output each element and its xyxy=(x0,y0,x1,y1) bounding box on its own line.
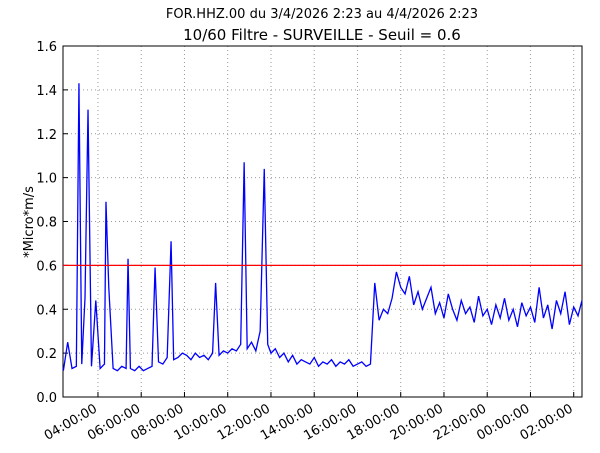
y-tick-label: 0.6 xyxy=(36,259,57,274)
y-tick-label: 0.8 xyxy=(36,216,57,231)
y-tick-label: 1.2 xyxy=(36,128,57,143)
data-line xyxy=(62,83,583,372)
chart-title: FOR.HHZ.00 du 3/4/2026 2:23 au 4/4/2026 … xyxy=(166,7,478,22)
y-tick-label: 1.4 xyxy=(36,84,57,99)
y-axis-label: *Micro*m/s xyxy=(22,186,37,258)
y-tick-label: 0.0 xyxy=(36,391,57,406)
y-tick-label: 0.2 xyxy=(36,347,57,362)
plot-frame xyxy=(62,45,583,398)
y-tick-label: 0.4 xyxy=(36,303,57,318)
y-tick-label: 1.6 xyxy=(36,40,57,55)
y-tick-label: 1.0 xyxy=(36,172,57,187)
chart-subtitle: 10/60 Filtre - SURVEILLE - Seuil = 0.6 xyxy=(183,26,461,44)
